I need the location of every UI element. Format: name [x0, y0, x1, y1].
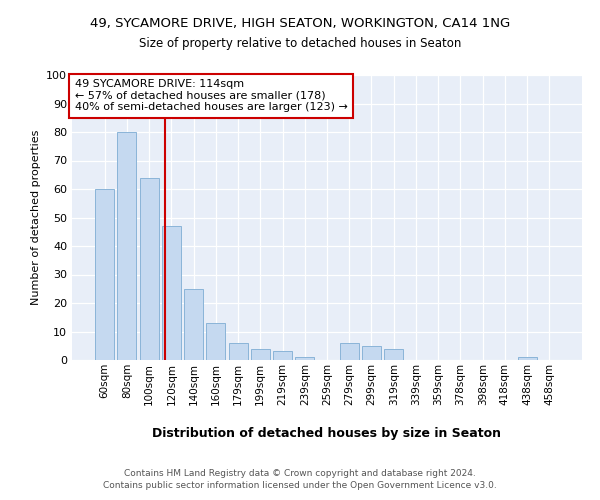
Bar — [295, 357, 314, 360]
Bar — [140, 178, 158, 360]
Bar — [362, 346, 381, 360]
Bar — [273, 352, 292, 360]
Bar — [118, 132, 136, 360]
Bar — [184, 289, 203, 360]
Bar — [95, 189, 114, 360]
Text: 49, SYCAMORE DRIVE, HIGH SEATON, WORKINGTON, CA14 1NG: 49, SYCAMORE DRIVE, HIGH SEATON, WORKING… — [90, 18, 510, 30]
Text: 49 SYCAMORE DRIVE: 114sqm
← 57% of detached houses are smaller (178)
40% of semi: 49 SYCAMORE DRIVE: 114sqm ← 57% of detac… — [74, 80, 347, 112]
Text: Size of property relative to detached houses in Seaton: Size of property relative to detached ho… — [139, 38, 461, 51]
Bar — [162, 226, 181, 360]
Bar — [251, 348, 270, 360]
Bar — [518, 357, 536, 360]
Bar — [340, 343, 359, 360]
Text: Distribution of detached houses by size in Seaton: Distribution of detached houses by size … — [152, 428, 502, 440]
Bar — [206, 323, 225, 360]
Bar — [229, 343, 248, 360]
Bar — [384, 348, 403, 360]
Y-axis label: Number of detached properties: Number of detached properties — [31, 130, 41, 305]
Text: Contains HM Land Registry data © Crown copyright and database right 2024.
Contai: Contains HM Land Registry data © Crown c… — [103, 468, 497, 490]
